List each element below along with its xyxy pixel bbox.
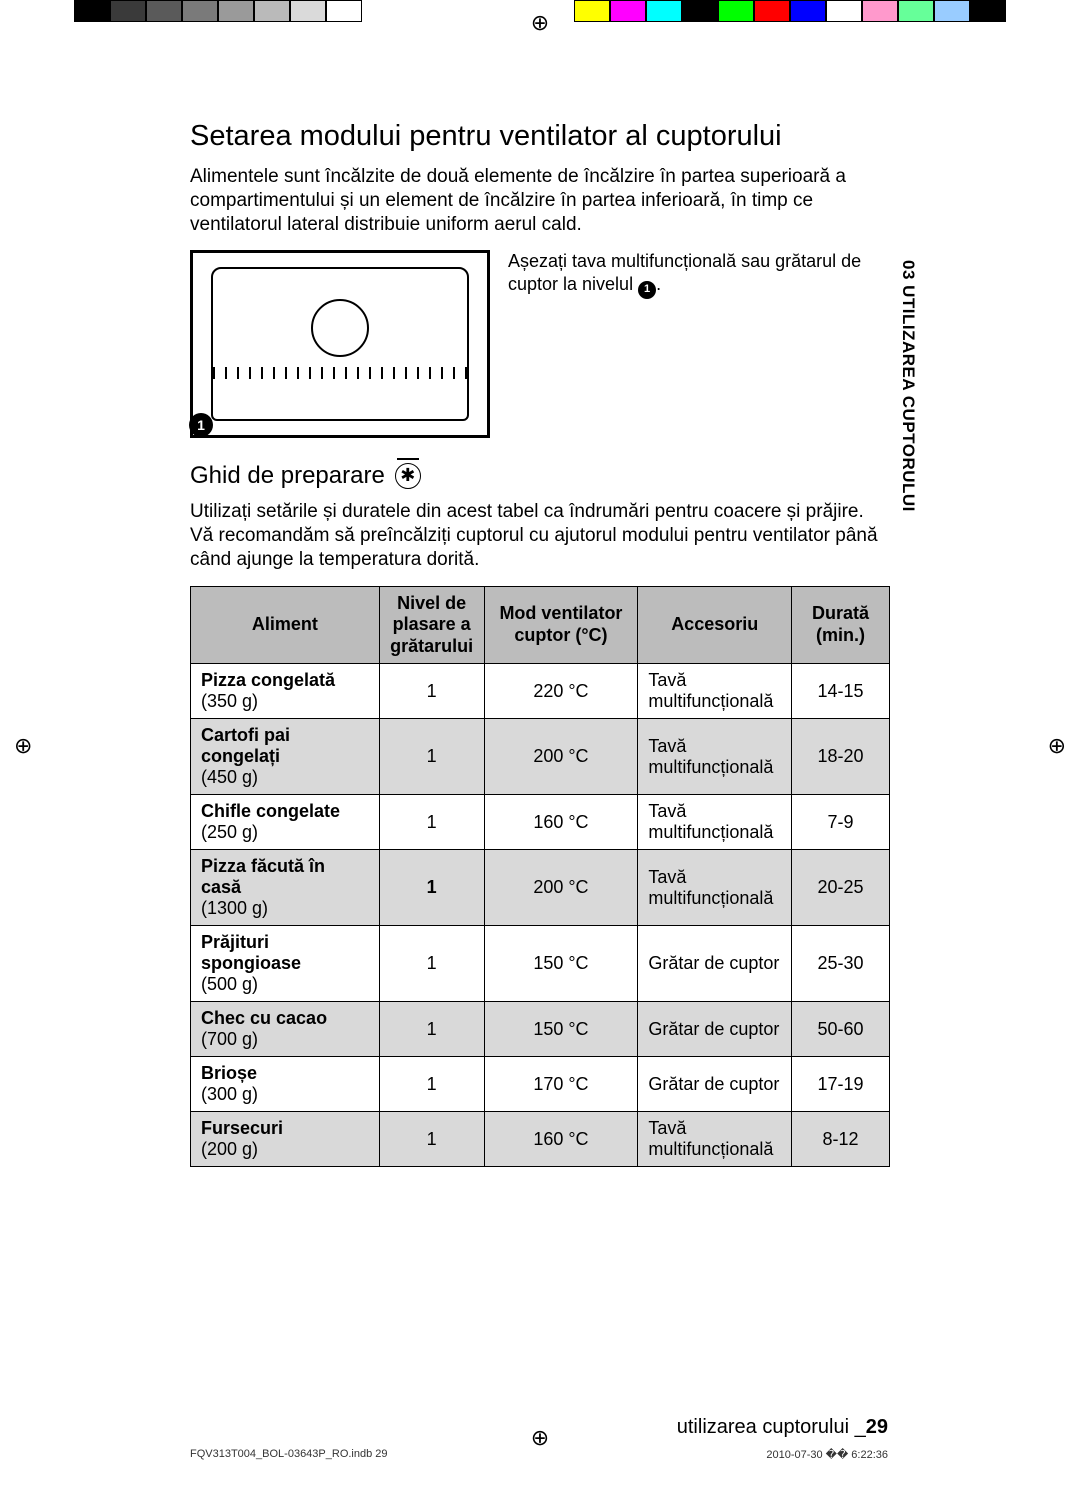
column-header: Mod ventilator cuptor (°C) <box>484 586 638 664</box>
registration-mark-right: ⊕ <box>1048 733 1066 759</box>
column-header: Durată (min.) <box>792 586 890 664</box>
table-row: Pizza congelată(350 g)1220 °CTavă multif… <box>191 664 890 719</box>
guide-heading: Ghid de preparare <box>190 462 890 490</box>
registration-mark-top: ⊕ <box>531 10 549 36</box>
column-header: Aliment <box>191 586 380 664</box>
section-tab: 03 UTILIZAREA CUPTORULUI <box>898 260 918 512</box>
intro-paragraph: Alimentele sunt încălzite de două elemen… <box>190 165 890 236</box>
table-row: Chec cu cacao(700 g)1150 °CGrătar de cup… <box>191 1002 890 1057</box>
page-footer: utilizarea cuptorului _29 <box>677 1416 888 1439</box>
column-header: Accesoriu <box>638 586 792 664</box>
registration-mark-left: ⊕ <box>14 733 32 759</box>
table-row: Prăjituri spongioase(500 g)1150 °CGrătar… <box>191 926 890 1002</box>
table-row: Chifle congelate(250 g)1160 °CTavă multi… <box>191 795 890 850</box>
cooking-guide-table: AlimentNivel de plasare a grătaruluiMod … <box>190 586 890 1168</box>
page-title: Setarea modului pentru ventilator al cup… <box>190 120 890 153</box>
oven-illustration: 1 <box>190 250 490 438</box>
level-marker-icon: 1 <box>189 413 213 437</box>
figure-caption: Așezați tava multifuncțională sau grătar… <box>508 250 890 438</box>
level-bullet-icon: 1 <box>638 281 656 299</box>
table-row: Fursecuri(200 g)1160 °CTavă multifuncțio… <box>191 1112 890 1167</box>
fan-mode-icon <box>395 463 421 489</box>
table-row: Brioșe(300 g)1170 °CGrătar de cuptor17-1… <box>191 1057 890 1112</box>
page-content: Setarea modului pentru ventilator al cup… <box>190 120 890 1167</box>
print-metadata: FQV313T004_BOL-03643P_RO.indb 29 2010-07… <box>190 1448 888 1461</box>
table-row: Pizza făcută în casă(1300 g)1200 °CTavă … <box>191 850 890 926</box>
column-header: Nivel de plasare a grătarului <box>379 586 484 664</box>
guide-paragraph: Utilizați setările și duratele din acest… <box>190 500 890 571</box>
table-row: Cartofi pai congelați(450 g)1200 °CTavă … <box>191 719 890 795</box>
